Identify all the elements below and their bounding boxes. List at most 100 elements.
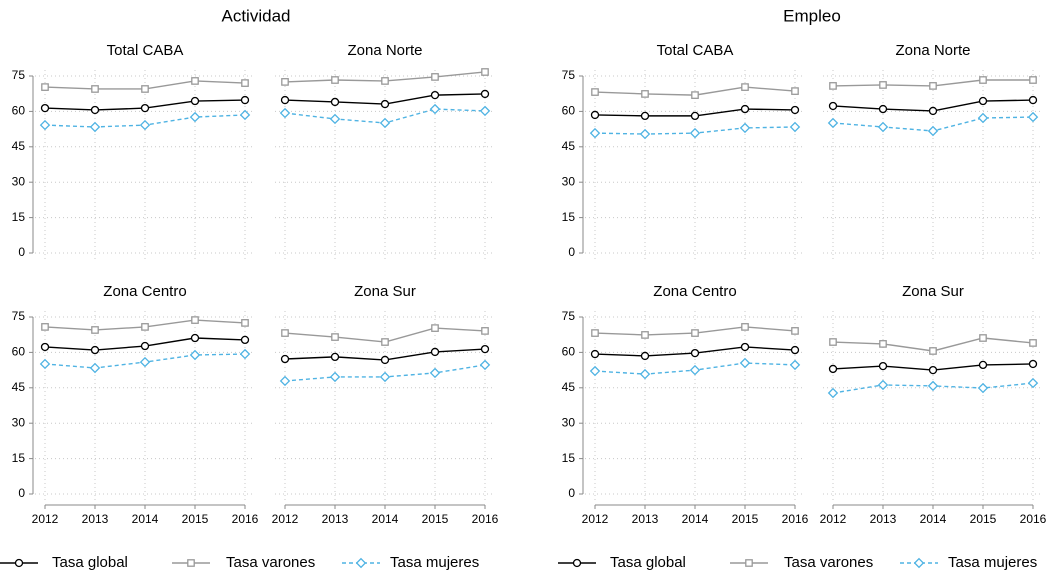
x-tick-label: 2015 — [970, 512, 997, 526]
point — [828, 364, 838, 374]
point — [189, 349, 201, 361]
point — [591, 88, 599, 96]
point — [481, 68, 489, 76]
point — [331, 76, 339, 84]
point — [789, 359, 801, 371]
y-tick-label: 30 — [562, 415, 576, 429]
point — [740, 104, 750, 114]
point — [40, 103, 50, 113]
legend-marker — [187, 559, 195, 567]
point — [589, 127, 601, 139]
point — [827, 387, 839, 399]
y-tick-label: 75 — [562, 309, 576, 323]
point — [380, 99, 390, 109]
point — [479, 105, 491, 117]
point — [379, 371, 391, 383]
point — [329, 113, 341, 125]
legend-marker — [14, 558, 24, 568]
point — [91, 326, 99, 334]
x-tick-label: 2013 — [870, 512, 897, 526]
y-tick-label: 45 — [12, 380, 26, 394]
x-tick-label: 2014 — [132, 512, 159, 526]
point — [977, 382, 989, 394]
y-tick-label: 60 — [562, 345, 576, 359]
point — [1029, 76, 1037, 84]
legend-label: Tasa global — [610, 554, 686, 571]
x-tick-label: 2014 — [682, 512, 709, 526]
panel-title: Zona Norte — [895, 42, 970, 59]
point — [878, 104, 888, 114]
y-tick-label: 15 — [562, 210, 576, 224]
point — [789, 121, 801, 133]
point — [690, 348, 700, 358]
point — [979, 76, 987, 84]
point — [590, 349, 600, 359]
point — [741, 323, 749, 331]
x-tick-label: 2013 — [322, 512, 349, 526]
x-tick-label: 2014 — [372, 512, 399, 526]
point — [140, 103, 150, 113]
point — [691, 329, 699, 337]
point — [480, 344, 490, 354]
group-title: Actividad — [222, 6, 291, 25]
y-tick-label: 30 — [12, 174, 26, 188]
point — [1029, 339, 1037, 347]
point — [689, 364, 701, 376]
point — [591, 329, 599, 337]
point — [929, 82, 937, 90]
point — [429, 367, 441, 379]
point — [330, 352, 340, 362]
point — [977, 112, 989, 124]
x-tick-label: 2016 — [472, 512, 499, 526]
point — [240, 95, 250, 105]
point — [379, 117, 391, 129]
point — [1027, 377, 1039, 389]
point — [589, 365, 601, 377]
legend-label: Tasa global — [52, 554, 128, 571]
legend-label: Tasa mujeres — [948, 554, 1037, 571]
panel-title: Zona Sur — [902, 283, 964, 300]
point — [1028, 359, 1038, 369]
point — [877, 379, 889, 391]
y-tick-label: 45 — [12, 139, 26, 153]
point — [927, 125, 939, 137]
x-tick-label: 2012 — [820, 512, 847, 526]
y-tick-label: 75 — [12, 309, 26, 323]
point — [140, 341, 150, 351]
point — [927, 380, 939, 392]
y-tick-label: 0 — [18, 245, 25, 259]
point — [479, 359, 491, 371]
x-tick-label: 2015 — [182, 512, 209, 526]
point — [689, 127, 701, 139]
point — [1027, 111, 1039, 123]
point — [791, 327, 799, 335]
point — [429, 103, 441, 115]
point — [639, 368, 651, 380]
point — [239, 348, 251, 360]
point — [189, 111, 201, 123]
point — [790, 345, 800, 355]
point — [739, 357, 751, 369]
legend-marker — [913, 557, 925, 569]
point — [878, 361, 888, 371]
point — [280, 95, 290, 105]
legend-marker — [745, 559, 753, 567]
point — [281, 78, 289, 86]
point — [139, 119, 151, 131]
y-tick-label: 30 — [562, 174, 576, 188]
point — [381, 338, 389, 346]
point — [91, 85, 99, 93]
point — [430, 347, 440, 357]
point — [640, 111, 650, 121]
y-tick-label: 75 — [12, 68, 26, 82]
y-tick-label: 15 — [12, 451, 26, 465]
y-tick-label: 60 — [12, 104, 26, 118]
point — [380, 355, 390, 365]
point — [739, 122, 751, 134]
point — [741, 83, 749, 91]
point — [241, 319, 249, 327]
x-tick-label: 2013 — [632, 512, 659, 526]
point — [791, 87, 799, 95]
point — [89, 362, 101, 374]
